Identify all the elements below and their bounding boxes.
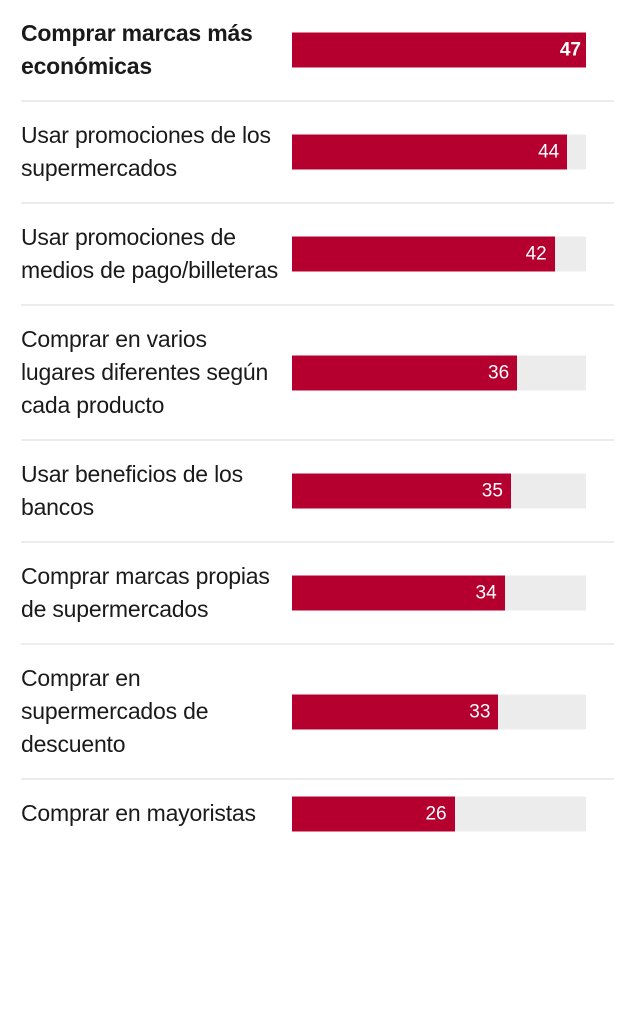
bar: 44 xyxy=(292,134,568,170)
bar-track: 47 xyxy=(292,32,586,68)
bar: 33 xyxy=(292,694,499,729)
value-label: 35 xyxy=(481,480,503,502)
category-label: Comprar en supermercados de descuento xyxy=(21,665,209,757)
bar-track: 42 xyxy=(292,236,586,272)
bar-row: Comprar en mayoristas 26 xyxy=(21,780,614,847)
value-label: 36 xyxy=(488,362,510,383)
value-label: 34 xyxy=(475,582,497,604)
horizontal-bar-chart: Comprar marcas más económicas 47 Usar prom… xyxy=(21,0,614,847)
value-label: 33 xyxy=(469,701,491,722)
bar: 35 xyxy=(292,473,511,509)
category-label: Usar promociones de los supermercados xyxy=(21,122,271,181)
bar-row: Comprar marcas propias de supermercados 3… xyxy=(21,543,614,645)
bar-row: Usar promociones de medios de pago/bille… xyxy=(21,204,614,306)
category-label: Comprar marcas más económicas xyxy=(21,20,253,79)
bar-row: Usar beneficios de los bancos 35 xyxy=(21,441,614,543)
category-label: Usar promociones de medios de pago/bille… xyxy=(21,224,279,283)
bar-track: 34 xyxy=(292,575,586,611)
value-label: 26 xyxy=(425,803,447,824)
bar: 34 xyxy=(292,575,505,611)
bar-track: 44 xyxy=(292,134,586,170)
bar-row: Comprar marcas más económicas 47 xyxy=(21,0,614,102)
category-label: Usar beneficios de los bancos xyxy=(21,461,243,520)
bar-row: Usar promociones de los supermercados 44 xyxy=(21,102,614,204)
category-label: Comprar marcas propias de supermercados xyxy=(21,563,270,622)
category-label: Comprar en varios lugares diferentes seg… xyxy=(21,326,269,418)
category-label: Comprar en mayoristas xyxy=(21,800,256,826)
bar-track: 36 xyxy=(292,355,586,390)
value-label: 47 xyxy=(559,39,581,61)
value-label: 44 xyxy=(538,141,560,163)
bar-row: Comprar en supermercados de descuento 33 xyxy=(21,645,614,780)
bar-row: Comprar en varios lugares diferentes seg… xyxy=(21,306,614,441)
value-label: 42 xyxy=(525,243,547,265)
bar: 47 xyxy=(292,32,586,68)
bar: 26 xyxy=(292,796,455,831)
bar-track: 33 xyxy=(292,694,586,729)
bar: 42 xyxy=(292,236,555,272)
bar-track: 35 xyxy=(292,473,586,509)
bar: 36 xyxy=(292,355,518,390)
bar-track: 26 xyxy=(292,796,586,831)
